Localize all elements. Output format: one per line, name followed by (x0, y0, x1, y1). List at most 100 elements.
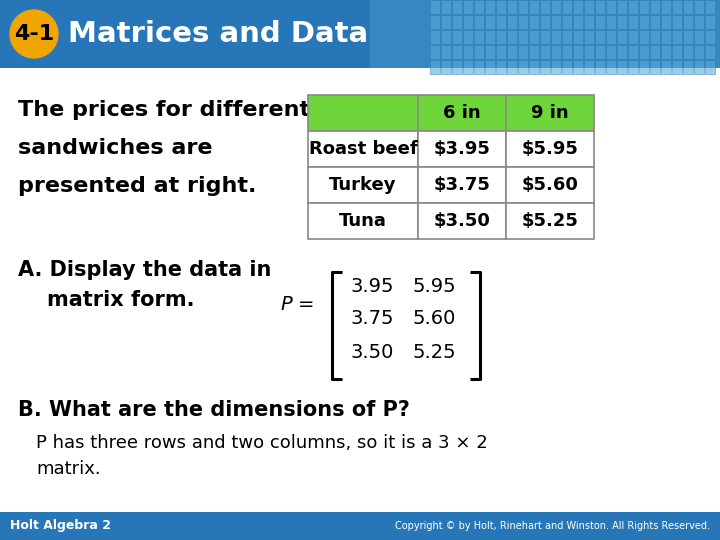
FancyBboxPatch shape (474, 60, 484, 74)
Text: $5.25: $5.25 (521, 212, 578, 230)
Text: 9 in: 9 in (531, 104, 569, 122)
FancyBboxPatch shape (430, 0, 440, 14)
FancyBboxPatch shape (683, 45, 693, 59)
Text: sandwiches are: sandwiches are (18, 138, 212, 158)
FancyBboxPatch shape (540, 0, 550, 14)
Text: A. Display the data in: A. Display the data in (18, 260, 271, 280)
Text: 3.95: 3.95 (350, 276, 394, 295)
FancyBboxPatch shape (606, 30, 616, 44)
FancyBboxPatch shape (672, 15, 682, 29)
FancyBboxPatch shape (595, 0, 605, 14)
FancyBboxPatch shape (595, 45, 605, 59)
FancyBboxPatch shape (529, 30, 539, 44)
FancyBboxPatch shape (441, 45, 451, 59)
FancyBboxPatch shape (496, 45, 506, 59)
FancyBboxPatch shape (551, 60, 561, 74)
FancyBboxPatch shape (452, 0, 462, 14)
FancyBboxPatch shape (672, 30, 682, 44)
FancyBboxPatch shape (694, 30, 704, 44)
Text: P has three rows and two columns, so it is a 3 × 2: P has three rows and two columns, so it … (36, 434, 487, 452)
Text: presented at right.: presented at right. (18, 176, 256, 196)
FancyBboxPatch shape (694, 45, 704, 59)
FancyBboxPatch shape (507, 30, 517, 44)
FancyBboxPatch shape (617, 0, 627, 14)
FancyBboxPatch shape (573, 60, 583, 74)
FancyBboxPatch shape (540, 15, 550, 29)
FancyBboxPatch shape (606, 0, 616, 14)
FancyBboxPatch shape (628, 45, 638, 59)
FancyBboxPatch shape (661, 0, 671, 14)
FancyBboxPatch shape (562, 60, 572, 74)
Text: 6 in: 6 in (444, 104, 481, 122)
FancyBboxPatch shape (507, 45, 517, 59)
FancyBboxPatch shape (452, 15, 462, 29)
FancyBboxPatch shape (529, 60, 539, 74)
Text: Copyright © by Holt, Rinehart and Winston. All Rights Reserved.: Copyright © by Holt, Rinehart and Winsto… (395, 521, 710, 531)
FancyBboxPatch shape (672, 0, 682, 14)
FancyBboxPatch shape (0, 68, 720, 512)
FancyBboxPatch shape (0, 0, 720, 68)
FancyBboxPatch shape (661, 15, 671, 29)
FancyBboxPatch shape (628, 30, 638, 44)
FancyBboxPatch shape (308, 95, 418, 131)
FancyBboxPatch shape (628, 0, 638, 14)
FancyBboxPatch shape (683, 15, 693, 29)
FancyBboxPatch shape (562, 15, 572, 29)
FancyBboxPatch shape (452, 60, 462, 74)
FancyBboxPatch shape (507, 15, 517, 29)
FancyBboxPatch shape (584, 30, 594, 44)
FancyBboxPatch shape (573, 15, 583, 29)
FancyBboxPatch shape (683, 30, 693, 44)
Text: matrix.: matrix. (36, 460, 101, 478)
FancyBboxPatch shape (705, 0, 715, 14)
FancyBboxPatch shape (683, 60, 693, 74)
FancyBboxPatch shape (418, 167, 506, 203)
Text: The prices for different: The prices for different (18, 100, 310, 120)
FancyBboxPatch shape (661, 45, 671, 59)
Text: $3.50: $3.50 (433, 212, 490, 230)
FancyBboxPatch shape (694, 60, 704, 74)
FancyBboxPatch shape (628, 15, 638, 29)
FancyBboxPatch shape (518, 60, 528, 74)
FancyBboxPatch shape (474, 0, 484, 14)
FancyBboxPatch shape (474, 15, 484, 29)
FancyBboxPatch shape (606, 60, 616, 74)
FancyBboxPatch shape (529, 45, 539, 59)
FancyBboxPatch shape (650, 0, 660, 14)
FancyBboxPatch shape (463, 15, 473, 29)
Text: $5.95: $5.95 (521, 140, 578, 158)
FancyBboxPatch shape (562, 0, 572, 14)
FancyBboxPatch shape (308, 203, 418, 239)
Text: 3.50: 3.50 (350, 342, 393, 361)
FancyBboxPatch shape (463, 60, 473, 74)
FancyBboxPatch shape (584, 60, 594, 74)
FancyBboxPatch shape (540, 45, 550, 59)
FancyBboxPatch shape (418, 203, 506, 239)
FancyBboxPatch shape (540, 60, 550, 74)
FancyBboxPatch shape (430, 30, 440, 44)
FancyBboxPatch shape (694, 15, 704, 29)
FancyBboxPatch shape (463, 0, 473, 14)
FancyBboxPatch shape (529, 0, 539, 14)
FancyBboxPatch shape (584, 0, 594, 14)
FancyBboxPatch shape (551, 15, 561, 29)
FancyBboxPatch shape (485, 60, 495, 74)
FancyBboxPatch shape (506, 95, 594, 131)
FancyBboxPatch shape (639, 0, 649, 14)
FancyBboxPatch shape (595, 15, 605, 29)
FancyBboxPatch shape (463, 30, 473, 44)
Text: 5.60: 5.60 (412, 309, 455, 328)
FancyBboxPatch shape (529, 15, 539, 29)
FancyBboxPatch shape (606, 45, 616, 59)
FancyBboxPatch shape (506, 131, 594, 167)
FancyBboxPatch shape (496, 0, 506, 14)
FancyBboxPatch shape (474, 45, 484, 59)
FancyBboxPatch shape (496, 15, 506, 29)
Text: matrix form.: matrix form. (18, 290, 194, 310)
Circle shape (10, 10, 58, 58)
FancyBboxPatch shape (639, 30, 649, 44)
FancyBboxPatch shape (430, 15, 440, 29)
FancyBboxPatch shape (705, 60, 715, 74)
FancyBboxPatch shape (705, 30, 715, 44)
FancyBboxPatch shape (584, 45, 594, 59)
